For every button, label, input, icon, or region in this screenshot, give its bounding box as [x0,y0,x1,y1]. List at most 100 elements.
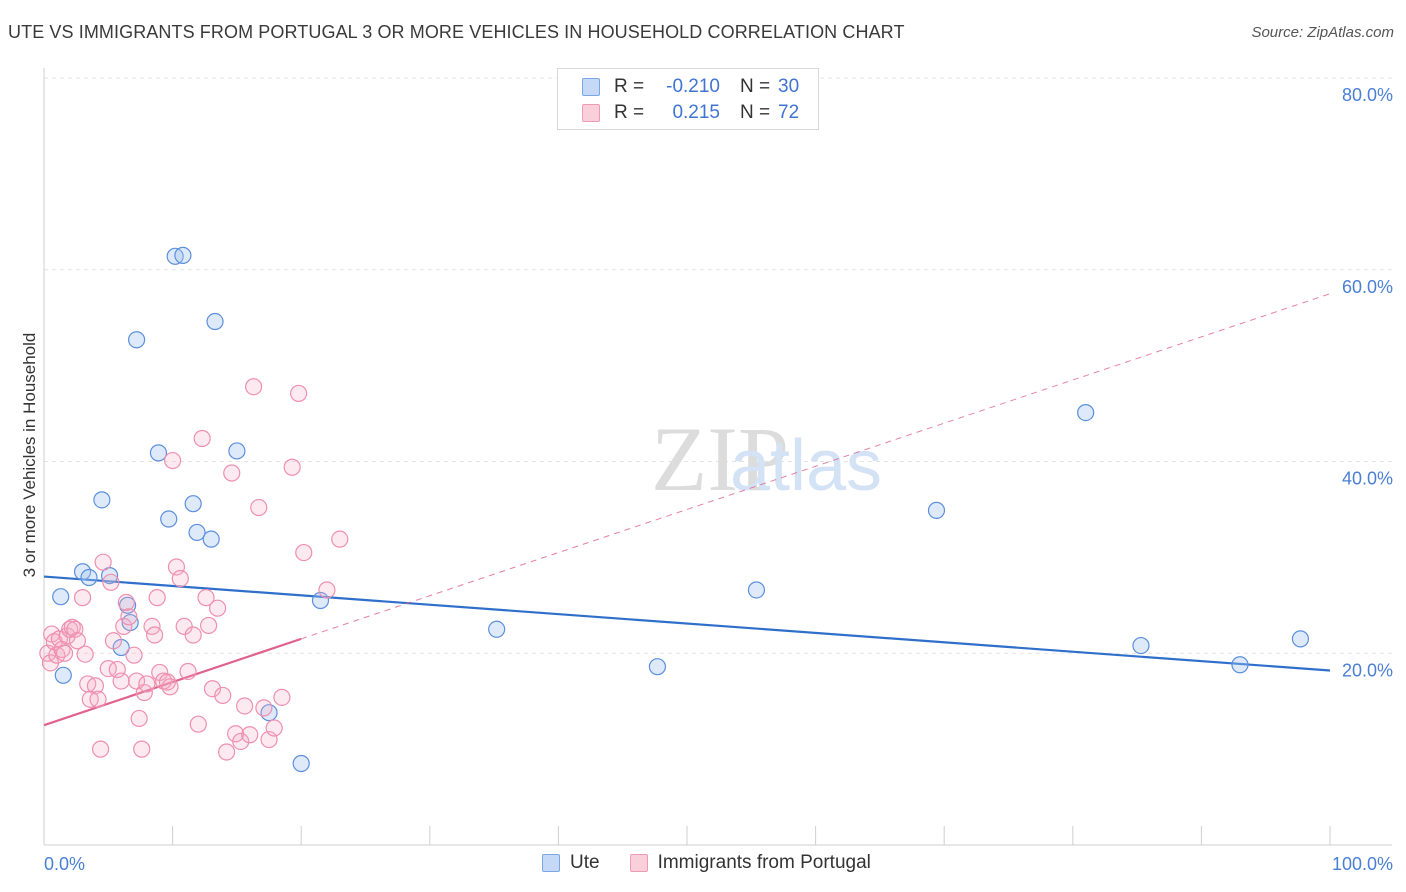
point-portugal [241,726,259,744]
point-portugal [94,553,112,571]
point-portugal [133,740,151,758]
point-ute [184,495,202,513]
series-swatch-ute [542,854,560,872]
y-tick-label: 80.0% [1342,85,1393,105]
series-label-ute: Ute [570,852,600,873]
point-ute [228,442,246,460]
trend-lines [43,293,1331,727]
point-portugal [104,632,123,650]
point-portugal [318,581,336,599]
point-portugal [112,672,130,690]
point-portugal [197,589,215,607]
point-portugal [189,715,207,733]
point-ute [927,501,946,519]
legend-n-label: N = [740,76,771,97]
point-portugal [115,617,133,636]
point-portugal [223,464,241,482]
point-ute [260,704,278,722]
series-legend-ute: Ute [542,852,600,874]
point-portugal [179,662,197,681]
point-portugal [214,686,232,705]
point-portugal [290,384,308,403]
legend-n-value: 72 [778,102,800,123]
correlation-legend: R = -0.210 N = 30 R = 0.215 N = 72 [557,68,819,130]
point-ute [149,444,168,462]
chart-title: UTE VS IMMIGRANTS FROM PORTUGAL 3 OR MOR… [8,22,905,42]
gridlines [44,77,1392,654]
point-ute [160,510,178,528]
point-ute [747,581,766,599]
point-portugal [158,673,177,691]
point-portugal [250,498,268,517]
point-ute [52,588,70,606]
legend-swatch-portugal [582,104,600,122]
point-portugal [171,569,189,588]
point-portugal [203,680,222,698]
point-portugal [175,617,193,636]
trend-line-portugal [43,637,302,727]
point-portugal [102,573,120,591]
point-portugal [99,659,117,678]
point-ute [54,666,72,684]
tick-labels: 20.0% 40.0% 60.0% 80.0% 0.0% 100.0% [44,85,1393,874]
point-portugal [120,608,138,626]
point-portugal [138,675,156,693]
point-portugal [295,543,313,562]
legend-row-ute: R = -0.210 N = 30 [582,75,799,99]
point-ute [73,563,92,581]
point-ute [488,620,506,638]
point-portugal [55,644,74,662]
point-portugal [200,616,218,635]
point-ute [93,491,111,509]
legend-r-value: -0.210 [666,76,720,97]
data-points [39,246,1310,773]
legend-n-value: 30 [778,76,800,97]
series-swatch-portugal [629,854,648,872]
x-tick-label: 0.0% [44,854,85,874]
point-ute [127,331,146,349]
series-legend: Ute Immigrants from Portugal [542,852,901,874]
point-ute [1077,404,1095,422]
point-ute [292,754,310,773]
y-tick-label: 60.0% [1342,277,1393,297]
point-portugal [193,429,211,448]
point-portugal [89,690,107,708]
legend-r-value: 0.215 [672,102,720,123]
point-portugal [145,626,164,644]
series-legend-portugal: Immigrants from Portugal [629,852,871,874]
point-portugal [255,699,273,717]
point-portugal [218,743,236,761]
legend-r-label: R = [614,76,645,97]
point-portugal [232,732,250,751]
point-portugal [73,589,92,607]
point-ute [188,523,206,542]
y-tick-label: 40.0% [1342,469,1393,489]
point-ute [80,568,98,587]
watermark-zip: ZIP [651,408,789,510]
point-portugal [76,645,94,663]
series-label-portugal: Immigrants from Portugal [657,852,871,873]
point-portugal [265,719,283,737]
point-portugal [236,697,254,715]
point-portugal [125,646,143,664]
point-ute [206,312,224,331]
point-portugal [164,451,182,470]
legend-swatch-ute [582,78,600,96]
point-ute [174,246,192,264]
point-portugal [245,378,263,396]
source-label: Source: ZipAtlas.com [1251,24,1394,41]
point-portugal [117,593,135,612]
legend-r-label: R = [614,102,645,123]
point-portugal [161,678,179,696]
point-portugal [91,740,110,758]
point-portugal [331,530,349,548]
point-portugal [273,688,291,706]
trend-line-ute [43,575,1331,672]
trend-line-portugal [301,293,1331,640]
legend-n-label: N = [740,102,771,123]
legend-row-portugal: R = 0.215 N = 72 [582,101,799,125]
point-ute [1231,656,1249,674]
point-ute [311,591,330,610]
y-tick-label: 20.0% [1342,660,1393,680]
